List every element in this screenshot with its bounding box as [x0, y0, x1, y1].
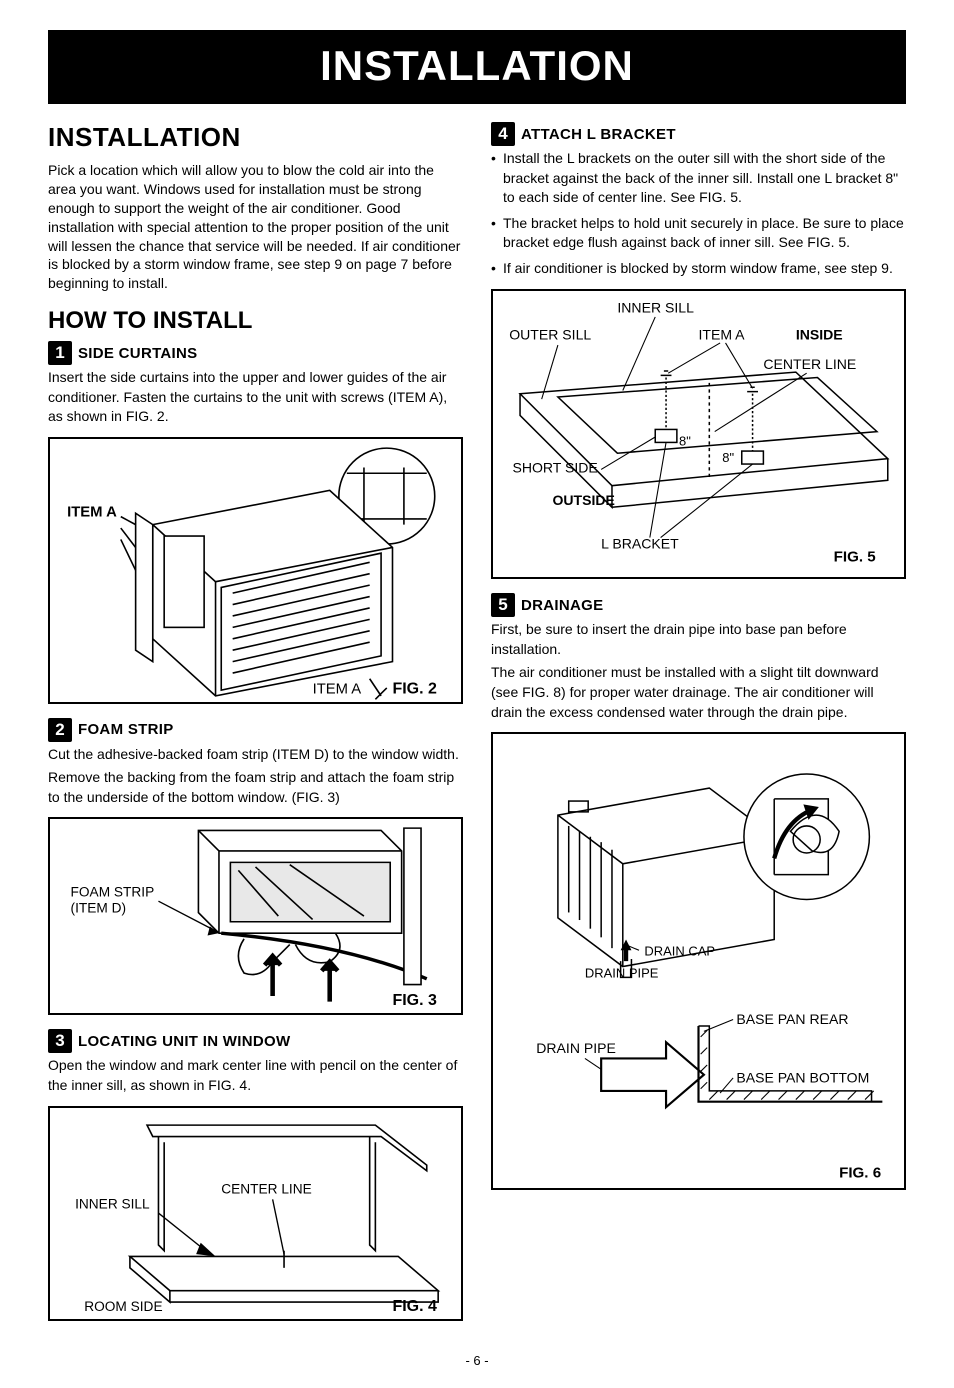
page-banner: INSTALLATION: [48, 30, 906, 104]
fig5-l-bracket: L BRACKET: [601, 535, 679, 551]
step-2: 2 FOAM STRIP Cut the adhesive-backed foa…: [48, 718, 463, 808]
step-4-b2: The bracket helps to hold unit securely …: [491, 214, 906, 253]
figure-4-box: INNER SILL CENTER LINE ROOM SIDE FIG. 4: [48, 1106, 463, 1321]
heading-how-to-install: HOW TO INSTALL: [48, 307, 463, 335]
step-4-b1: Install the L brackets on the outer sill…: [491, 149, 906, 208]
fig4-center-line: CENTER LINE: [221, 1181, 312, 1196]
fig5-inside: INSIDE: [796, 326, 843, 342]
fig5-eight2: 8": [722, 449, 734, 464]
fig3-caption: FIG. 3: [392, 992, 436, 1009]
step-1: 1 SIDE CURTAINS Insert the side curtains…: [48, 341, 463, 427]
step-3-body: Open the window and mark center line wit…: [48, 1056, 463, 1095]
column-container: INSTALLATION Pick a location which will …: [48, 122, 906, 1335]
figure-4-svg: INNER SILL CENTER LINE ROOM SIDE FIG. 4: [50, 1108, 461, 1319]
page-number: - 6 -: [48, 1353, 906, 1368]
fig5-caption: FIG. 5: [834, 548, 876, 565]
fig5-outer-sill: OUTER SILL: [509, 326, 591, 342]
figure-2-box: ITEM A ITEM A FIG. 2: [48, 437, 463, 704]
step-5-p1: First, be sure to insert the drain pipe …: [491, 620, 906, 659]
step-5-title: DRAINAGE: [521, 597, 603, 614]
right-column: 4 ATTACH L BRACKET Install the L bracket…: [491, 122, 906, 1335]
step-4-title: ATTACH L BRACKET: [521, 126, 676, 143]
fig2-item-a-bot: ITEM A: [313, 682, 362, 698]
fig2-caption: FIG. 2: [392, 681, 436, 698]
fig4-caption: FIG. 4: [392, 1298, 436, 1315]
figure-6-svg: DRAIN CAP DRAIN PIPE DRAIN PIPE BASE PAN…: [493, 734, 904, 1188]
step-2-p2: Remove the backing from the foam strip a…: [48, 768, 463, 807]
fig3-foam1: FOAM STRIP: [71, 885, 155, 900]
left-column: INSTALLATION Pick a location which will …: [48, 122, 463, 1335]
figure-3-svg: FOAM STRIP (ITEM D) FIG. 3: [50, 819, 461, 1013]
fig5-outside: OUTSIDE: [552, 492, 614, 508]
fig5-item-a: ITEM A: [699, 326, 746, 342]
figure-2-svg: ITEM A ITEM A FIG. 2: [50, 439, 461, 702]
fig5-inner-sill: INNER SILL: [617, 299, 694, 315]
step-2-p1: Cut the adhesive-backed foam strip (ITEM…: [48, 745, 463, 765]
figure-3-box: FOAM STRIP (ITEM D) FIG. 3: [48, 817, 463, 1015]
step-3-title: LOCATING UNIT IN WINDOW: [78, 1033, 290, 1050]
fig4-room-side: ROOM SIDE: [84, 1299, 162, 1314]
step-5-p2: The air conditioner must be installed wi…: [491, 663, 906, 722]
figure-6-box: DRAIN CAP DRAIN PIPE DRAIN PIPE BASE PAN…: [491, 732, 906, 1190]
fig6-drain-cap: DRAIN CAP: [644, 944, 715, 959]
step-1-title: SIDE CURTAINS: [78, 345, 197, 362]
fig6-base-pan-rear: BASE PAN REAR: [736, 1011, 848, 1027]
step-4-b3: If air conditioner is blocked by storm w…: [491, 259, 906, 279]
fig2-item-a-top: ITEM A: [67, 505, 117, 521]
step-3: 3 LOCATING UNIT IN WINDOW Open the windo…: [48, 1029, 463, 1095]
figure-5-box: INNER SILL OUTER SILL ITEM A INSIDE CENT…: [491, 289, 906, 580]
step-5-body: First, be sure to insert the drain pipe …: [491, 620, 906, 722]
fig6-caption: FIG. 6: [839, 1165, 881, 1182]
step-2-title: FOAM STRIP: [78, 721, 174, 738]
fig3-foam2: (ITEM D): [71, 901, 127, 916]
figure-5-svg: INNER SILL OUTER SILL ITEM A INSIDE CENT…: [493, 291, 904, 578]
step-5: 5 DRAINAGE First, be sure to insert the …: [491, 593, 906, 722]
step-num-4: 4: [491, 122, 515, 146]
fig6-drain-pipe1: DRAIN PIPE: [585, 965, 659, 980]
fig5-short-side: SHORT SIDE: [512, 459, 597, 475]
step-4-body: Install the L brackets on the outer sill…: [491, 149, 906, 279]
fig5-eight1: 8": [679, 433, 691, 448]
fig6-drain-pipe2: DRAIN PIPE: [536, 1040, 616, 1056]
heading-installation: INSTALLATION: [48, 122, 463, 153]
fig5-center-line: CENTER LINE: [763, 355, 856, 371]
step-num-2: 2: [48, 718, 72, 742]
step-1-body: Insert the side curtains into the upper …: [48, 368, 463, 427]
step-2-body: Cut the adhesive-backed foam strip (ITEM…: [48, 745, 463, 808]
intro-paragraph: Pick a location which will allow you to …: [48, 161, 463, 293]
fig6-base-pan-bottom: BASE PAN BOTTOM: [736, 1069, 869, 1085]
step-num-1: 1: [48, 341, 72, 365]
step-4: 4 ATTACH L BRACKET Install the L bracket…: [491, 122, 906, 279]
step-num-5: 5: [491, 593, 515, 617]
step-num-3: 3: [48, 1029, 72, 1053]
fig4-inner-sill: INNER SILL: [75, 1196, 150, 1211]
